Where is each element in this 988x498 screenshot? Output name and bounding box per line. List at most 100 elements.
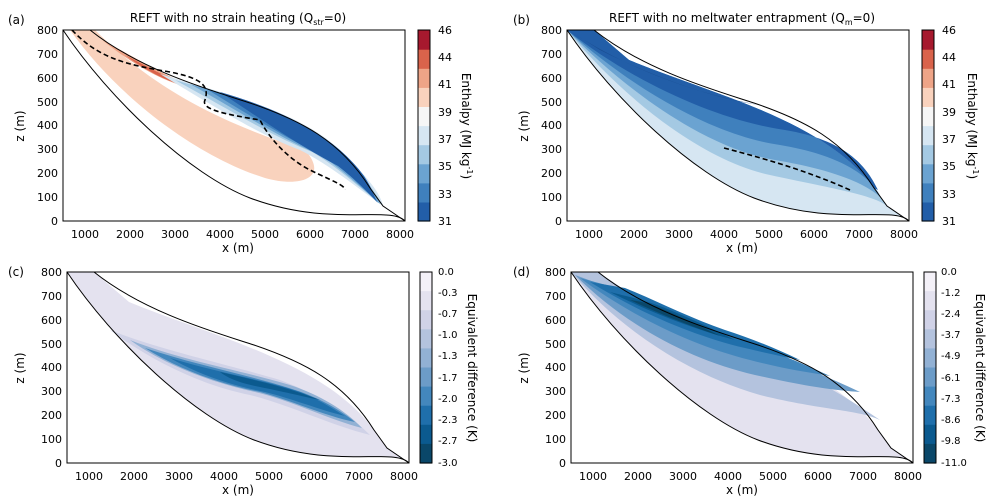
colorbar-ticks: 31 33 35 37 39 41 44 46 bbox=[438, 24, 452, 228]
panel-c: (c) z (m) x (m) 1000 2000 3000 4000 5000… bbox=[8, 265, 479, 497]
x-axis-label: x (m) bbox=[222, 483, 254, 497]
x-tick-label: 1000 bbox=[579, 470, 607, 483]
colorbar-swatch bbox=[924, 424, 936, 445]
colorbar-frame bbox=[419, 271, 433, 464]
x-tick-label: 5000 bbox=[755, 228, 783, 241]
colorbar-frame bbox=[417, 29, 431, 222]
y-tick-label: 500 bbox=[41, 338, 62, 351]
colorbar-swatch bbox=[924, 272, 936, 292]
colorbar-swatch bbox=[418, 30, 430, 50]
colorbar-tick-label: 44 bbox=[438, 51, 452, 64]
colorbar-swatch bbox=[924, 310, 936, 330]
y-tick-label: 300 bbox=[541, 143, 562, 156]
x-tick-label: 7000 bbox=[345, 470, 373, 483]
y-tick-label: 500 bbox=[545, 338, 566, 351]
panel-c-axes: z (m) x (m) 1000 2000 3000 4000 5000 600… bbox=[13, 266, 418, 497]
panel-a-colorbar: 31 33 35 37 39 41 44 46 Enthalpy (MJ kg-… bbox=[417, 24, 474, 228]
colorbar-tick-label: 0.0 bbox=[941, 267, 957, 278]
colorbar-tick-label: -2.7 bbox=[438, 436, 458, 447]
y-tick-label: 800 bbox=[41, 266, 62, 279]
y-ticks: 0 100 200 300 400 500 600 700 800 bbox=[545, 266, 566, 470]
colorbar-swatch bbox=[924, 329, 936, 349]
y-tick-label: 0 bbox=[559, 457, 566, 470]
panel-a-axes: z (m) x (m) 1000 2000 3000 4000 5000 600… bbox=[13, 24, 414, 255]
colorbar-tick-label: -2.3 bbox=[438, 415, 458, 426]
colorbar-swatch bbox=[420, 329, 432, 349]
panel-b-axes: z (m) x (m) 1000 2000 3000 4000 5000 600… bbox=[517, 24, 918, 255]
y-tick-label: 600 bbox=[37, 72, 58, 85]
surface-outline bbox=[62, 29, 406, 222]
colorbar-tick-label: 0.0 bbox=[438, 267, 454, 278]
y-tick-label: 200 bbox=[41, 409, 62, 422]
x-tick-label: 6000 bbox=[300, 470, 328, 483]
colorbar-swatch bbox=[420, 424, 432, 445]
colorbar-swatch bbox=[418, 201, 430, 222]
colorbar-tick-label: -7.3 bbox=[941, 394, 961, 405]
colorbar-swatch bbox=[922, 68, 934, 88]
y-tick-label: 800 bbox=[545, 266, 566, 279]
y-tick-label: 400 bbox=[41, 361, 62, 374]
colorbar-tick-label: 39 bbox=[942, 106, 956, 119]
colorbar-tick-label: -1.7 bbox=[438, 373, 458, 384]
panel-d-label: (d) bbox=[513, 265, 530, 279]
y-tick-label: 100 bbox=[41, 433, 62, 446]
y-ticks: 0 100 200 300 400 500 600 700 800 bbox=[41, 266, 62, 470]
colorbar-tick-label: 46 bbox=[438, 24, 452, 37]
enthalpy-cold-band-1 bbox=[160, 74, 383, 206]
panel-c-label: (c) bbox=[8, 265, 24, 279]
x-ticks: 1000 2000 3000 4000 5000 6000 7000 8000 bbox=[71, 228, 414, 241]
colorbar-tick-label: -11.0 bbox=[941, 458, 967, 469]
colorbar-swatch bbox=[418, 106, 430, 127]
colorbar-label: Enthalpy (MJ kg-1) bbox=[459, 73, 474, 179]
y-tick-label: 300 bbox=[545, 385, 566, 398]
colorbar-tick-label: -4.9 bbox=[941, 351, 961, 362]
panel-c-colorbar: 0.0 -0.3 -0.7 -1.0 -1.3 -1.7 -2.0 -2.3 -… bbox=[419, 267, 479, 469]
colorbar-swatch bbox=[420, 348, 432, 369]
colorbar-tick-label: -0.3 bbox=[438, 288, 458, 299]
x-tick-label: 3000 bbox=[665, 228, 693, 241]
plot-frame bbox=[66, 271, 410, 464]
colorbar-label: Equivalent difference (K) bbox=[465, 294, 479, 443]
colorbar-tick-label: 31 bbox=[438, 215, 452, 228]
y-tick-label: 600 bbox=[41, 314, 62, 327]
y-tick-label: 700 bbox=[545, 290, 566, 303]
x-tick-label: 3000 bbox=[165, 470, 193, 483]
colorbar-swatch bbox=[922, 30, 934, 50]
colorbar-swatch bbox=[420, 405, 432, 426]
colorbar-swatch bbox=[922, 201, 934, 222]
x-tick-label: 7000 bbox=[341, 228, 369, 241]
y-tick-label: 200 bbox=[37, 167, 58, 180]
panel-d-plot bbox=[570, 271, 914, 464]
panel-a-title: REFT with no strain heating (Qstr=0) bbox=[130, 11, 346, 27]
plot-frame bbox=[566, 29, 910, 222]
y-tick-label: 600 bbox=[541, 72, 562, 85]
colorbar-tick-label: 33 bbox=[942, 188, 956, 201]
difference-core bbox=[220, 372, 320, 400]
colorbar-tick-label: -1.0 bbox=[438, 330, 458, 341]
y-tick-label: 0 bbox=[51, 215, 58, 228]
y-tick-label: 600 bbox=[545, 314, 566, 327]
y-axis-label: z (m) bbox=[517, 110, 531, 141]
colorbar-swatch bbox=[922, 163, 934, 184]
colorbar-tick-label: -3.0 bbox=[438, 458, 458, 469]
y-tick-label: 0 bbox=[55, 457, 62, 470]
surface-outline bbox=[66, 271, 410, 464]
bed-outline bbox=[93, 271, 410, 464]
difference-core bbox=[630, 300, 720, 336]
colorbar-swatch bbox=[418, 182, 430, 203]
x-tick-label: 7000 bbox=[849, 470, 877, 483]
colorbar-swatch bbox=[420, 367, 432, 388]
colorbar-tick-label: -2.0 bbox=[438, 394, 458, 405]
panel-c-plot bbox=[66, 271, 410, 464]
panel-a-label: (a) bbox=[8, 13, 25, 27]
colorbar-tick-label: 46 bbox=[942, 24, 956, 37]
colorbar-swatch bbox=[418, 68, 430, 88]
x-axis-label: x (m) bbox=[726, 483, 758, 497]
colorbar-swatch bbox=[922, 182, 934, 203]
y-tick-label: 800 bbox=[541, 24, 562, 37]
colorbar-swatch bbox=[420, 386, 432, 407]
bed-outline bbox=[597, 271, 914, 464]
y-axis-label: z (m) bbox=[13, 352, 27, 383]
x-axis-label: x (m) bbox=[222, 241, 254, 255]
